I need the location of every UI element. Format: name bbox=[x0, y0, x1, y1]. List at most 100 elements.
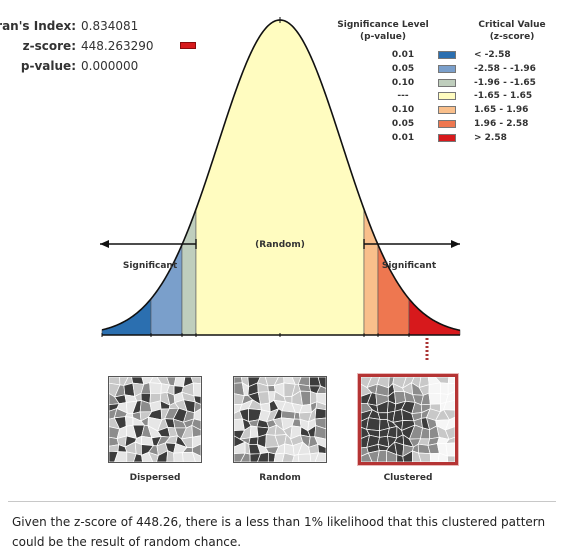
clustered-map bbox=[358, 374, 458, 465]
map-polygon bbox=[166, 450, 175, 462]
legend-z-range: -2.58 - -1.96 bbox=[474, 64, 536, 74]
legend-z-range: -1.65 - 1.65 bbox=[474, 91, 533, 101]
map-polygon bbox=[273, 452, 285, 462]
map-polygon bbox=[444, 416, 455, 431]
legend-p-value: --- bbox=[397, 91, 409, 101]
map-polygon bbox=[367, 450, 380, 462]
legend-z-range: 1.65 - 1.96 bbox=[474, 105, 529, 115]
legend-row: --- -1.65 - 1.65 bbox=[380, 90, 560, 102]
dispersed-map bbox=[108, 376, 202, 463]
map-polygon bbox=[147, 451, 159, 462]
critical-value-title-line1: Critical Value bbox=[478, 20, 546, 30]
significance-level-title-line1: Significance Level bbox=[337, 20, 429, 30]
left-significant-label: Significant bbox=[123, 261, 178, 271]
map-polygon bbox=[134, 441, 142, 456]
legend-p-value: 0.05 bbox=[391, 64, 415, 74]
random-caption: Random bbox=[259, 473, 301, 483]
region-z-196-258-right bbox=[377, 244, 410, 336]
map-polygon bbox=[182, 451, 196, 462]
map-polygon bbox=[149, 382, 162, 394]
map-polygon bbox=[125, 416, 134, 427]
map-polygon bbox=[193, 401, 201, 414]
map-polygon bbox=[440, 382, 449, 395]
clustered-caption: Clustered bbox=[383, 473, 433, 483]
map-polygon bbox=[297, 383, 312, 392]
morans-index-value: 0.834081 bbox=[81, 19, 139, 33]
legend-p-value: 0.01 bbox=[391, 50, 415, 60]
map-polygon bbox=[314, 436, 326, 449]
map-polygon bbox=[191, 418, 201, 431]
map-polygon bbox=[314, 452, 326, 462]
conclusion-text: Given the z-score of 448.26, there is a … bbox=[12, 515, 546, 549]
legend-row: 0.01 < -2.58 bbox=[380, 49, 560, 61]
left-significance-arrow bbox=[100, 239, 197, 249]
region-z-258-196-left bbox=[150, 244, 183, 336]
legend-swatch bbox=[438, 92, 456, 100]
map-polygon bbox=[133, 453, 143, 462]
map-polygon bbox=[386, 450, 398, 462]
curve-outline bbox=[101, 19, 461, 332]
map-polygon bbox=[316, 385, 326, 394]
z-score-marker bbox=[180, 42, 196, 49]
p-value-value: 0.000000 bbox=[81, 59, 139, 73]
map-polygon bbox=[193, 408, 201, 421]
region-z-above-258 bbox=[408, 298, 461, 336]
map-polygon bbox=[234, 377, 243, 384]
random-label: (Random) bbox=[255, 240, 305, 250]
legend-swatch bbox=[438, 51, 456, 59]
significance-level-title-line2: (p-value) bbox=[360, 32, 406, 42]
morans-index-label: Moran's Index: bbox=[0, 19, 76, 33]
legend-swatch bbox=[438, 65, 456, 73]
map-polygon bbox=[141, 451, 154, 462]
significance-level-title: Significance Level (p-value) bbox=[328, 19, 438, 43]
z-score-row: z-score: 448.263290 bbox=[0, 38, 200, 54]
region-random bbox=[195, 19, 365, 336]
map-polygon bbox=[192, 443, 201, 457]
legend-row: 0.01 > 2.58 bbox=[380, 132, 560, 144]
random-map bbox=[233, 376, 327, 463]
map-polygon bbox=[109, 444, 120, 452]
map-polygon bbox=[445, 442, 455, 457]
map-polygon bbox=[126, 451, 137, 462]
legend-row: 0.10 -1.96 - -1.65 bbox=[380, 77, 560, 89]
region-z-below-258 bbox=[101, 298, 152, 336]
critical-value-title: Critical Value (z-score) bbox=[462, 19, 562, 43]
map-polygon bbox=[191, 451, 201, 462]
map-polygon bbox=[292, 454, 300, 462]
map-polygon bbox=[249, 453, 262, 462]
section-divider bbox=[8, 501, 556, 502]
moran-report: Moran's Index: 0.834081 z-score: 448.263… bbox=[0, 17, 562, 483]
map-polygon bbox=[114, 451, 128, 462]
left-arrowhead bbox=[100, 240, 109, 248]
legend-z-range: 1.96 - 2.58 bbox=[474, 119, 529, 129]
map-polygon bbox=[173, 452, 184, 462]
map-polygon bbox=[429, 452, 440, 462]
map-polygon bbox=[447, 377, 455, 384]
map-polygon bbox=[190, 377, 201, 384]
map-polygon bbox=[281, 452, 295, 462]
legend-row: 0.05 -2.58 - -1.96 bbox=[380, 63, 560, 75]
map-polygon bbox=[297, 453, 312, 462]
map-polygon bbox=[193, 395, 201, 405]
map-polygon bbox=[444, 426, 455, 440]
map-polygon bbox=[442, 409, 455, 421]
map-polygon bbox=[192, 382, 201, 397]
map-polygon bbox=[109, 450, 119, 462]
map-polygon bbox=[315, 401, 326, 411]
p-value-row: p-value: 0.000000 bbox=[0, 58, 200, 74]
legend-p-value: 0.10 bbox=[391, 78, 415, 88]
critical-value-title-line2: (z-score) bbox=[489, 32, 535, 42]
right-significant-label: Significant bbox=[382, 261, 437, 271]
legend-swatch bbox=[438, 134, 456, 142]
legend-row: 0.05 1.96 - 2.58 bbox=[380, 118, 560, 130]
map-polygon bbox=[402, 450, 413, 462]
map-polygon bbox=[420, 427, 431, 440]
legend-z-range: < -2.58 bbox=[474, 50, 511, 60]
map-polygon bbox=[412, 450, 422, 462]
map-polygon bbox=[257, 451, 269, 462]
morans-index-row: Moran's Index: 0.834081 bbox=[0, 18, 200, 34]
map-polygon bbox=[445, 391, 455, 403]
legend-swatch bbox=[438, 79, 456, 87]
map-polygon bbox=[191, 424, 201, 438]
axis-ticks bbox=[101, 17, 410, 337]
